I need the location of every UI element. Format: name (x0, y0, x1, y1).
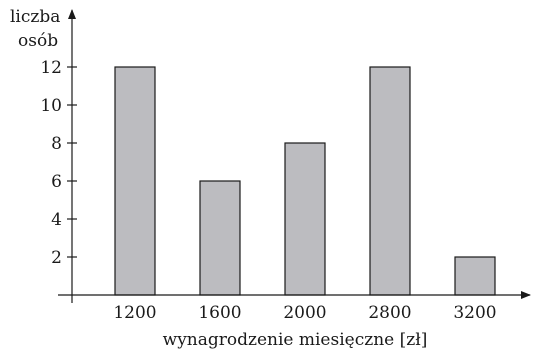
x-tick-label-3200: 3200 (453, 303, 496, 323)
y-tick-label-10: 10 (40, 96, 62, 116)
y-ticks-group: 2 4 6 8 10 12 (40, 58, 77, 268)
x-tick-label-1600: 1600 (198, 303, 241, 323)
y-tick-label-4: 4 (51, 210, 62, 230)
bar-1200 (114, 66, 156, 296)
x-tick-label-2000: 2000 (283, 303, 326, 323)
x-tick-label-2800: 2800 (368, 303, 411, 323)
bar-3200 (454, 256, 496, 296)
y-axis-title-line2: osób (18, 31, 58, 51)
y-axis-title-line1: liczba (10, 7, 60, 27)
x-tick-label-1200: 1200 (113, 303, 156, 323)
x-axis-title: wynagrodzenie miesięczne [zł] (163, 330, 428, 349)
bar-2800 (369, 66, 411, 296)
y-tick-label-12: 12 (40, 58, 62, 78)
y-tick-label-2: 2 (51, 248, 62, 268)
bars-group (114, 66, 496, 296)
y-tick-label-6: 6 (51, 172, 62, 192)
x-ticks-group: 1200 1600 2000 2800 3200 (113, 303, 496, 323)
bar-1600 (199, 180, 241, 296)
y-tick-label-8: 8 (51, 134, 62, 154)
bar-2000 (284, 142, 326, 296)
